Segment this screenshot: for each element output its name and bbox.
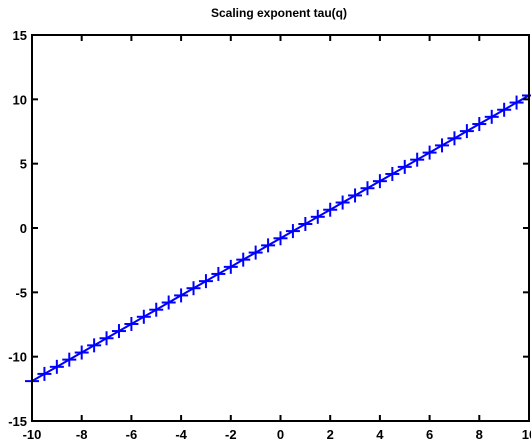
x-tick-label: 10 [522,427,531,442]
x-tick-label: -10 [23,427,42,442]
data-point-marker [111,324,126,339]
data-point-marker [186,281,201,296]
data-point-marker [149,302,164,317]
data-point-marker [211,266,226,281]
data-point-marker [248,245,263,260]
x-tick-label: -8 [76,427,88,442]
data-point-marker [261,238,276,253]
data-point-marker [459,124,474,139]
data-point-marker [37,366,52,381]
data-point-marker [397,159,412,174]
data-point-marker [49,359,64,374]
data-point-marker [273,231,288,246]
data-point-marker [447,131,462,146]
data-point-marker [136,309,151,324]
plot-area [25,88,531,389]
data-point-marker [497,102,512,117]
axes-frame [31,34,530,422]
data-point-marker [62,352,77,367]
data-point-marker [360,181,375,196]
data-point-marker [348,188,363,203]
data-point-marker [385,166,400,181]
x-tick-label: -2 [225,427,237,442]
data-point-marker [298,217,313,232]
x-tick-label: -4 [175,427,187,442]
chart-title: Scaling exponent tau(q) [211,6,347,20]
data-point-marker [310,209,325,224]
data-point-marker [509,95,524,110]
data-point-marker [422,145,437,160]
data-point-marker [223,259,238,274]
data-point-marker [87,338,102,353]
data-point-marker [161,295,176,310]
data-point-marker [323,202,338,217]
data-point-marker [285,224,300,239]
data-point-marker [74,345,89,360]
data-point-marker [198,274,213,289]
x-tick-label: 4 [376,427,384,442]
x-tick-label: 8 [476,427,483,442]
data-point-marker [124,316,139,331]
data-point-marker [174,288,189,303]
data-point-marker [472,117,487,132]
x-tick-label: 6 [426,427,433,442]
x-tick-label: 0 [277,427,284,442]
data-point-marker [99,331,114,346]
data-point-marker [435,138,450,153]
y-tick-label: -10 [8,350,27,365]
y-tick-label: 10 [13,92,27,107]
x-tick-label: 2 [327,427,334,442]
data-point-marker [335,195,350,210]
y-tick-label: 5 [20,157,27,172]
y-tick-label: 15 [13,28,27,43]
x-tick-label: -6 [126,427,138,442]
y-tick-label: -15 [8,414,27,429]
data-point-marker [410,152,425,167]
data-point-marker [484,109,499,124]
y-tick-label: 0 [20,221,27,236]
y-tick-label: -5 [15,285,27,300]
data-point-marker [236,252,251,267]
data-point-marker [372,174,387,189]
